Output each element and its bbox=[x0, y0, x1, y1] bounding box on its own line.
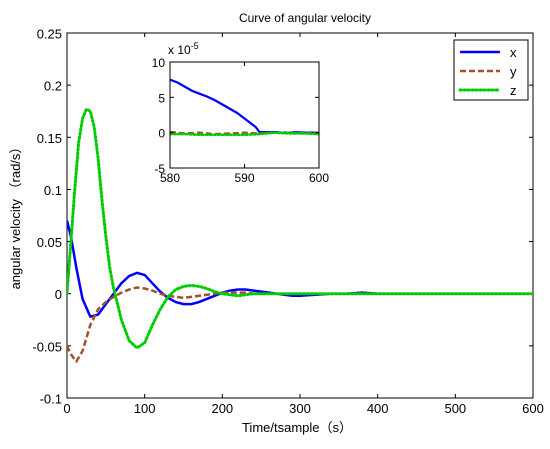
inset-background bbox=[170, 62, 319, 168]
x-tick-label: 500 bbox=[444, 401, 466, 416]
chart-title: Curve of angular velocity bbox=[239, 11, 371, 25]
inset-ticks: 580 590 600 -5 0 5 10 bbox=[152, 56, 330, 185]
y-tick-label: 0 bbox=[55, 287, 62, 302]
main-series-lines bbox=[67, 107, 533, 363]
y-tick-label: -5 bbox=[154, 162, 165, 176]
legend-label-z: z bbox=[510, 83, 517, 98]
y-tick-label: 0 bbox=[158, 127, 165, 141]
y-tick-label: 10 bbox=[152, 56, 166, 70]
x-tick-label: 400 bbox=[367, 401, 389, 416]
y-tick-label: 0.2 bbox=[44, 79, 62, 94]
series-line-z bbox=[67, 107, 533, 350]
x-tick-label: 300 bbox=[289, 401, 311, 416]
series-line-z bbox=[170, 131, 319, 137]
x-tick-label: 200 bbox=[211, 401, 233, 416]
inset-y-multiplier: x 10-5 bbox=[168, 41, 199, 57]
y-tick-label: -0.05 bbox=[32, 339, 62, 354]
x-tick-label: 100 bbox=[134, 401, 156, 416]
x-tick-label: 590 bbox=[234, 171, 254, 185]
x-tick-label: 600 bbox=[522, 401, 544, 416]
series-line-y bbox=[170, 130, 319, 136]
legend: xyz bbox=[453, 39, 529, 101]
x-tick-label: 0 bbox=[63, 401, 70, 416]
y-tick-label: 0.05 bbox=[37, 235, 62, 250]
legend-label-x: x bbox=[510, 45, 517, 60]
series-line-y bbox=[67, 286, 533, 363]
legend-items: xyz bbox=[458, 45, 517, 98]
y-tick-label: -0.1 bbox=[40, 392, 62, 407]
y-tick-label: 5 bbox=[158, 91, 165, 105]
y-tick-label: 0.25 bbox=[37, 27, 62, 42]
y-axis-label: angular velocity （rad/s） bbox=[8, 141, 23, 290]
y-tick-label: 0.15 bbox=[37, 131, 62, 146]
x-axis-label: Time/tsample（s） bbox=[242, 420, 352, 435]
x-tick-label: 600 bbox=[309, 171, 329, 185]
y-tick-label: 0.1 bbox=[44, 183, 62, 198]
main-ticks: 0 100 200 300 400 500 600-0.1-0.0500.050.10.15… bbox=[32, 27, 543, 417]
x-tick-label: 580 bbox=[160, 171, 180, 185]
legend-label-y: y bbox=[510, 64, 517, 79]
inset-series-lines bbox=[170, 78, 319, 137]
